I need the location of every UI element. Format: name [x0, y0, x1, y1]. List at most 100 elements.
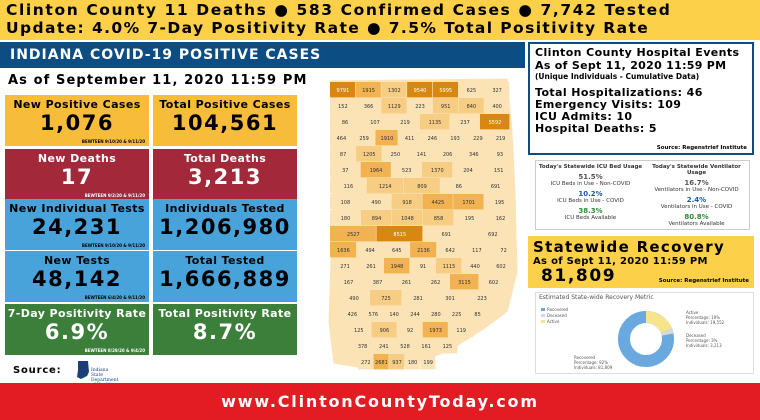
hospital-as-of: As of Sept 11, 2020 11:59 PM	[535, 59, 727, 72]
stat-7day-positivity: 7-Day Positivity Rate 6.9% BEWTEEN 8/29/…	[5, 304, 149, 355]
county-cell	[360, 114, 390, 130]
county-count-label: 602	[496, 264, 506, 270]
county-count-label: 387	[373, 280, 383, 286]
county-count-label: 180	[341, 216, 351, 222]
county-cell	[404, 354, 420, 370]
county-cell	[488, 258, 514, 274]
county-cell	[423, 226, 469, 242]
county-cell	[479, 274, 508, 290]
stat-footnote: BEWTEEN 8/29/20 & 9/4/20	[84, 348, 145, 353]
county-cell	[422, 322, 448, 338]
icu-available-label: ICU Beds Available	[564, 215, 617, 221]
county-cell	[330, 82, 356, 98]
stat-label: Total Positivity Rate	[158, 307, 292, 320]
county-cell	[330, 162, 361, 178]
stat-new-individual-tests: New Individual Tests 24,231 BEWTEEN 9/10…	[5, 199, 149, 250]
county-count-label: 272	[361, 360, 371, 366]
county-cell	[448, 322, 474, 338]
county-cell	[391, 194, 422, 210]
county-count-label: 809	[417, 184, 427, 190]
page-title: INDIANA COVID-19 POSITIVE CASES	[0, 42, 525, 68]
website-link[interactable]: www.ClintonCountyToday.com	[221, 392, 539, 411]
icu-noncovid-label: ICU Beds in Use - Non-COVID	[550, 181, 631, 187]
county-count-label: 1964	[370, 168, 383, 174]
county-count-label: 642	[445, 248, 455, 254]
county-cell	[466, 290, 498, 306]
county-cell	[355, 98, 381, 114]
county-cell	[489, 130, 512, 146]
active-percentage: Percentage: 19%	[686, 315, 721, 320]
stat-label: New Deaths	[37, 152, 117, 165]
county-count-label: 162	[496, 216, 506, 222]
vent-noncovid-label: Ventilators in Use - Non-COVID	[654, 187, 739, 193]
county-cell	[420, 114, 450, 130]
icu-title: Today's Statewide ICU Bed Usage	[538, 164, 643, 170]
county-count-label: 692	[488, 232, 498, 238]
county-count-label: 193	[450, 136, 460, 142]
county-count-label: 4425	[432, 200, 445, 206]
stat-label: Total Deaths	[183, 152, 267, 165]
county-count-label: 152	[338, 104, 348, 110]
vent-covid-label: Ventilators in Use - COVID	[660, 204, 733, 210]
stat-value: 1,076	[40, 111, 114, 135]
vent-available-pct: 80.8%	[684, 213, 709, 221]
county-cell	[410, 258, 436, 274]
county-cell	[421, 130, 444, 146]
stat-footnote: BEWTEEN 6/4/20 & 9/11/20	[84, 295, 145, 300]
county-count-label: 93	[497, 152, 503, 158]
county-count-label: 2527	[347, 232, 360, 238]
county-cell	[434, 146, 461, 162]
county-count-label: 8515	[393, 232, 406, 238]
county-count-label: 2136	[417, 248, 430, 254]
active-label: Active	[686, 310, 699, 315]
county-cell	[440, 178, 477, 194]
stat-label: Total Tested	[185, 254, 265, 267]
icu-ventilator-panel: Today's Statewide ICU Bed Usage 51.5% IC…	[535, 160, 750, 230]
county-count-label: 116	[344, 184, 354, 190]
recovered-label: Recovered	[574, 355, 596, 360]
icu-covid-label: ICU Beds in Use - COVID	[557, 198, 624, 204]
county-count-label: 167	[344, 280, 354, 286]
stat-footnote: BEWTEEN 9/10/20 & 9/11/20	[81, 139, 145, 144]
county-count-label: 119	[456, 328, 466, 334]
county-cell	[330, 242, 357, 258]
county-count-label: 125	[443, 344, 453, 350]
county-cell	[450, 274, 479, 290]
recovery-as-of: As of Sept 11, 2020 11:59 PM	[533, 256, 708, 267]
county-cell	[392, 274, 421, 290]
county-count-label: 576	[369, 312, 379, 318]
county-cell	[362, 306, 384, 322]
county-cell	[360, 162, 391, 178]
county-count-label: 161	[421, 344, 431, 350]
county-cell	[356, 146, 382, 162]
county-count-label: 5592	[489, 120, 502, 126]
isdh-line-1: Indiana State	[91, 368, 109, 378]
county-count-label: 1948	[391, 264, 404, 270]
county-count-label: 1636	[337, 248, 350, 254]
county-count-label: 1910	[381, 136, 394, 142]
county-cell	[390, 114, 420, 130]
county-count-label: 691	[491, 184, 501, 190]
county-count-label: 625	[467, 88, 477, 94]
legend-recovered-label: Recovered	[547, 307, 569, 312]
stat-label: New Tests	[43, 254, 111, 267]
icu-covid-pct: 10.2%	[578, 190, 603, 198]
county-count-label: 691	[442, 232, 452, 238]
county-cell	[436, 242, 463, 258]
county-cell	[423, 210, 454, 226]
county-count-label: 72	[500, 248, 506, 254]
county-cell	[436, 338, 458, 354]
county-cell	[443, 130, 466, 146]
county-count-label: 366	[364, 104, 374, 110]
county-cell	[376, 226, 423, 242]
stat-value: 104,561	[171, 111, 279, 135]
indiana-outline-icon	[77, 361, 89, 379]
county-count-label: 1048	[401, 216, 414, 222]
stat-value: 24,231	[31, 215, 123, 239]
footer: www.ClintonCountyToday.com	[0, 383, 760, 420]
stat-total-positivity: Total Positivity Rate 8.7%	[153, 304, 297, 355]
stat-new-deaths: New Deaths 17 BEWTEEN 9/2/20 & 9/11/20	[5, 149, 149, 200]
county-count-label: 523	[402, 168, 412, 174]
county-cell	[330, 146, 356, 162]
county-cell	[363, 274, 392, 290]
